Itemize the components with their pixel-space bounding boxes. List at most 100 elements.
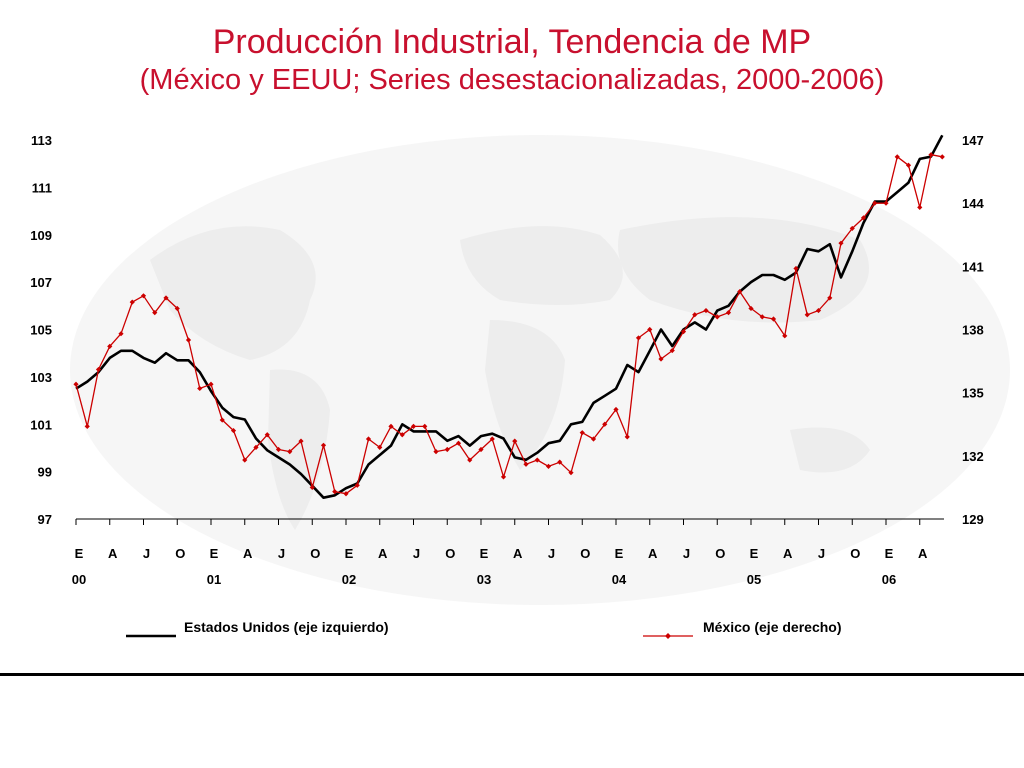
x-month-label: A bbox=[513, 546, 523, 561]
data-point-mexico bbox=[140, 293, 147, 299]
data-point-mexico bbox=[860, 215, 867, 221]
data-point-mexico bbox=[523, 461, 529, 467]
x-month-label: A bbox=[243, 546, 253, 561]
y-left-tick-label: 101 bbox=[30, 417, 52, 432]
data-point-mexico bbox=[703, 307, 709, 314]
data-point-mexico bbox=[309, 484, 315, 491]
data-point-mexico bbox=[219, 417, 225, 423]
y-left-tick-label: 113 bbox=[31, 133, 52, 148]
data-point-mexico bbox=[827, 295, 833, 301]
y-right-tick-label: 144 bbox=[962, 196, 984, 211]
data-point-mexico bbox=[197, 385, 203, 392]
y-left-tick-label: 103 bbox=[30, 370, 52, 385]
y-right-tick-label: 147 bbox=[962, 133, 984, 148]
data-point-mexico bbox=[872, 200, 878, 206]
data-point-mexico bbox=[602, 421, 608, 427]
x-month-label: J bbox=[143, 546, 150, 561]
data-point-mexico bbox=[658, 356, 664, 362]
x-month-label: E bbox=[345, 546, 354, 561]
data-point-mexico bbox=[883, 200, 889, 206]
data-point-mexico bbox=[804, 312, 810, 318]
data-point-mexico bbox=[939, 154, 945, 160]
data-point-mexico bbox=[692, 312, 698, 318]
y-left-tick-label: 97 bbox=[38, 512, 52, 527]
data-point-mexico bbox=[242, 457, 248, 463]
data-point-mexico bbox=[815, 307, 822, 314]
legend-marker-mexico bbox=[665, 633, 671, 639]
data-point-mexico bbox=[905, 162, 912, 168]
y-left-tick-label: 109 bbox=[30, 228, 52, 243]
x-month-label: E bbox=[750, 546, 759, 561]
data-point-mexico bbox=[444, 446, 450, 453]
data-point-mexico bbox=[354, 482, 360, 488]
data-point-mexico bbox=[590, 436, 597, 442]
data-point-mexico bbox=[782, 333, 788, 339]
legend-label-estados-unidos: Estados Unidos (eje izquierdo) bbox=[184, 619, 389, 635]
x-month-label: O bbox=[580, 546, 590, 561]
x-month-label: E bbox=[885, 546, 894, 561]
y-left-tick-label: 107 bbox=[30, 275, 52, 290]
x-month-label: O bbox=[850, 546, 860, 561]
y-right-tick-label: 135 bbox=[962, 386, 984, 401]
x-year-label: 00 bbox=[72, 572, 86, 587]
x-month-label: J bbox=[818, 546, 825, 561]
x-month-label: A bbox=[378, 546, 388, 561]
x-year-label: 04 bbox=[612, 572, 627, 587]
y-left-tick-label: 99 bbox=[38, 465, 52, 480]
data-point-mexico bbox=[849, 225, 855, 232]
data-point-mexico bbox=[388, 423, 394, 429]
data-point-mexico bbox=[84, 423, 90, 429]
x-month-label: O bbox=[715, 546, 725, 561]
data-point-mexico bbox=[152, 310, 158, 316]
x-month-label: E bbox=[480, 546, 489, 561]
data-point-mexico bbox=[759, 314, 765, 320]
x-month-label: E bbox=[75, 546, 84, 561]
data-point-mexico bbox=[512, 438, 518, 444]
data-point-mexico bbox=[287, 449, 293, 455]
x-month-label: J bbox=[683, 546, 690, 561]
data-point-mexico bbox=[73, 381, 79, 387]
x-year-label: 06 bbox=[882, 572, 896, 587]
data-point-mexico bbox=[737, 289, 743, 295]
x-month-label: A bbox=[648, 546, 658, 561]
data-point-mexico bbox=[669, 347, 675, 354]
data-point-mexico bbox=[320, 442, 327, 448]
data-point-mexico bbox=[332, 489, 338, 495]
x-month-label: A bbox=[918, 546, 928, 561]
x-month-label: J bbox=[278, 546, 285, 561]
data-point-mexico bbox=[230, 427, 237, 434]
x-year-label: 05 bbox=[747, 572, 761, 587]
y-right-tick-label: 129 bbox=[962, 512, 984, 527]
data-point-mexico bbox=[557, 459, 563, 465]
data-point-mexico bbox=[275, 446, 282, 453]
data-point-mexico bbox=[613, 406, 619, 413]
divider-line bbox=[0, 673, 1024, 676]
data-point-mexico bbox=[298, 438, 304, 444]
x-year-label: 02 bbox=[342, 572, 356, 587]
title-block: Producción Industrial, Tendencia de MP (… bbox=[0, 22, 1024, 99]
data-point-mexico bbox=[264, 432, 270, 438]
data-point-mexico bbox=[107, 343, 113, 349]
data-point-mexico bbox=[489, 436, 495, 442]
x-month-label: O bbox=[175, 546, 185, 561]
data-point-mexico bbox=[478, 446, 484, 453]
data-point-mexico bbox=[793, 265, 799, 272]
chart-title: Producción Industrial, Tendencia de MP bbox=[212, 23, 812, 61]
data-point-mexico bbox=[894, 154, 900, 160]
data-point-mexico bbox=[399, 432, 405, 438]
data-point-mexico bbox=[95, 366, 102, 373]
data-point-mexico bbox=[928, 152, 934, 158]
chart-subtitle: (México y EEUU; Series desestacionalizad… bbox=[139, 64, 885, 97]
data-point-mexico bbox=[917, 204, 923, 210]
data-point-mexico bbox=[118, 331, 124, 337]
data-point-mexico bbox=[579, 430, 585, 436]
data-point-mexico bbox=[714, 314, 720, 320]
y-right-tick-label: 141 bbox=[962, 259, 984, 274]
data-point-mexico bbox=[343, 491, 349, 497]
y-right-tick-label: 138 bbox=[962, 323, 984, 338]
x-year-label: 01 bbox=[207, 572, 221, 587]
series-line-mexico bbox=[75, 154, 943, 495]
y-left-tick-label: 111 bbox=[32, 180, 52, 195]
x-month-label: O bbox=[445, 546, 455, 561]
data-point-mexico bbox=[534, 457, 540, 463]
